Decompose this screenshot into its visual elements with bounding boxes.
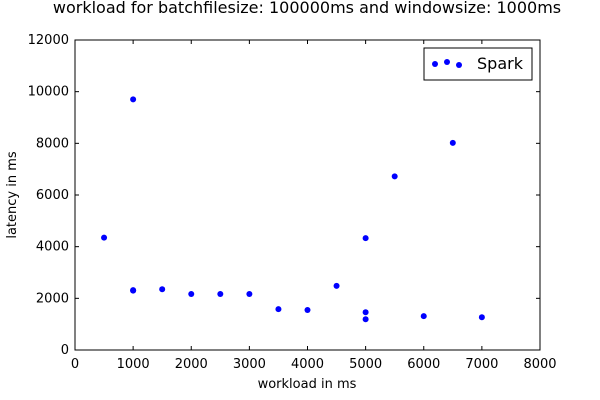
data-point bbox=[362, 316, 369, 323]
y-tick-label: 6000 bbox=[36, 188, 69, 203]
x-tick-label: 4000 bbox=[291, 357, 324, 372]
data-point bbox=[159, 286, 166, 293]
tick-layer: 0 1000 2000 3000 4000 5000 6000 7000 8000 0 2000 40… bbox=[28, 33, 557, 372]
data-point bbox=[449, 139, 456, 146]
x-tick-label: 1000 bbox=[117, 357, 150, 372]
x-tick-label: 8000 bbox=[523, 357, 556, 372]
plot-area: 0 1000 2000 3000 4000 5000 6000 7000 8000 0 2000 40… bbox=[28, 33, 557, 372]
data-point bbox=[101, 234, 108, 241]
x-axis-label: workload in ms bbox=[258, 377, 357, 392]
data-point bbox=[362, 235, 369, 242]
plot-frame bbox=[74, 39, 541, 351]
data-point bbox=[130, 96, 137, 103]
data-point bbox=[246, 290, 253, 297]
data-point bbox=[333, 282, 340, 289]
legend-marker bbox=[432, 61, 438, 67]
data-point bbox=[130, 287, 137, 294]
data-point bbox=[188, 290, 195, 297]
data-point bbox=[304, 306, 311, 313]
chart-title: workload for batchfilesize: 100000ms and… bbox=[53, 0, 561, 17]
legend-label: Spark bbox=[477, 54, 524, 73]
data-point bbox=[362, 309, 369, 316]
legend-marker bbox=[444, 59, 450, 65]
legend-frame bbox=[423, 47, 533, 81]
y-tick-label: 4000 bbox=[36, 240, 69, 255]
y-tick-label: 8000 bbox=[36, 136, 69, 151]
y-tick-label: 12000 bbox=[28, 33, 69, 48]
x-tick-label: 6000 bbox=[407, 357, 440, 372]
legend: Spark bbox=[423, 47, 533, 81]
x-tick-label: 0 bbox=[71, 357, 79, 372]
data-point bbox=[420, 313, 427, 320]
x-tick-label: 3000 bbox=[233, 357, 266, 372]
y-tick-label: 2000 bbox=[36, 291, 69, 306]
y-axis-label: latency in ms bbox=[5, 151, 20, 239]
y-tick-label: 10000 bbox=[28, 85, 69, 100]
points-layer bbox=[101, 96, 485, 323]
legend-markers bbox=[432, 59, 462, 68]
data-point bbox=[217, 290, 224, 297]
legend-marker bbox=[456, 62, 462, 68]
data-point bbox=[478, 314, 485, 321]
x-tick-label: 2000 bbox=[175, 357, 208, 372]
x-tick-label: 7000 bbox=[465, 357, 498, 372]
data-point bbox=[391, 173, 398, 180]
data-point bbox=[275, 306, 282, 313]
x-tick-label: 5000 bbox=[349, 357, 382, 372]
y-tick-label: 0 bbox=[61, 343, 69, 358]
